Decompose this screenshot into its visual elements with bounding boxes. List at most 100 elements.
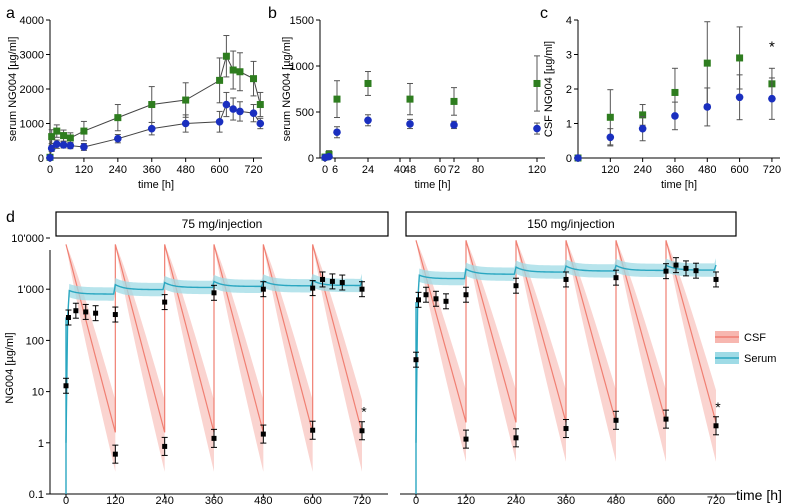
panel-d-sub0-serum-obs-point [162,299,168,305]
panel-d-sub0-xtick-label: 480 [254,495,272,504]
panel-b-series-0-point [333,95,341,103]
panel-d-sub0-serum-obs-point [211,290,217,296]
panel-a-series-0-point [53,127,61,135]
panel-d-sub0-csf-obs-point [112,451,118,457]
panel-d-sub0-title-box [55,211,389,237]
panel-d-sub0-xtick-label: 0 [63,495,69,504]
panel-b-series-1-point [333,128,341,137]
panel-a-series-1-point [66,141,75,150]
panel-d-sub0-csf-obs-point [211,435,217,441]
panel-d-sub1-serum-obs-point [673,262,679,268]
panel-label-b: b [268,5,277,22]
panel-d-sub1-xtick-label: 720 [707,495,725,504]
panel-b-xtick-label: 40 [394,164,406,176]
panel-a-series-1-point [229,105,237,113]
panel-b-series-1-point [325,152,333,161]
panel-d-sub0-serum-obs-point [329,278,335,284]
panel-d-sub0-serum-band [66,273,362,450]
panel-a-series-1-point [236,107,244,116]
panel-c-series-1-point [574,154,582,162]
panel-c-ytick-label: 2 [566,84,572,96]
panel-a-series-0-point [256,101,264,109]
panel-b-series-1-point [450,121,458,129]
panel-d-sub0-serum-obs-point [112,312,118,318]
panel-b-xlabel: time [h] [414,179,450,191]
panel-b-xtick-label: 60 [434,164,446,176]
panel-a-series-1-point [114,134,122,143]
panel-d-sub0-csf-obs-point [162,443,168,449]
panel-a-xlabel: time [h] [138,179,174,191]
panel-a-series-1-point [47,144,56,153]
panel-b-xtick-label: 6 [332,164,338,176]
panel-d-sub1-csf-obs-point [563,426,569,432]
panel-c-xtick-label: 720 [763,164,781,176]
panel-a-series-1-point [59,141,68,149]
panel-a-series-1-point [181,119,190,128]
panel-a-series-0-point [60,132,68,140]
panel-c-xtick-label: 360 [666,164,684,176]
panel-a-series-1-point [52,140,61,148]
panel-a-series-0-point [216,76,224,84]
panel-d-sub1-csf-obs-point [613,417,619,423]
panel-d-sub0-xtick-label: 120 [106,495,124,504]
panel-d-sub1-serum-obs-point [433,296,439,302]
panel-a-series-0-point [114,114,122,122]
panel-b-xtick-label: 80 [472,164,484,176]
panel-d-sub1-serum-obs-point [663,268,669,274]
panel-b-series-1-point [533,124,541,133]
panel-label-d: d [6,209,15,226]
panel-d-sub1-csf-obs-point [513,435,519,441]
panel-a-series-0-point [250,75,258,83]
panel-c-ytick-label: 4 [566,15,572,27]
panel-d-sub1-serum-obs-point [713,276,719,282]
panel-d-sub1-serum-obs-point [416,297,421,303]
panel-a-ytick-label: 2000 [20,84,44,96]
panel-a-ytick-label: 4000 [20,15,44,27]
panel-d-sub0-csf-obs-point [260,431,266,437]
panel-a-series-0-point [148,101,156,109]
panel-c-series-1-point [671,112,679,120]
panel-b-ylabel: serum NG004 [µg/ml] [281,37,293,142]
panel-b-series-0-point [450,97,458,105]
panel-d-sub1-serum-obs-point [423,292,429,298]
panel-c-ytick-label: 3 [566,50,572,62]
panel-d-sub1-csf-obs-point [713,423,719,429]
panel-d-sub0-xtick-label: 360 [205,495,223,504]
panel-b-series-0-point [533,79,541,87]
panel-d-sub0-title: 75 mg/injection [182,217,263,231]
panel-d-sub0-serum-obs-point [320,276,326,282]
panel-c-xtick-label: 480 [698,164,716,176]
panel-c-xtick-label: 240 [633,164,651,176]
panel-b-xtick-label: 48 [404,164,416,176]
panel-d-sub1-title-box [405,211,737,237]
panel-c-xlabel: time [h] [661,179,697,191]
panel-d-ytick-label: 100 [26,335,44,347]
panel-d-sub1-serum-obs-point [513,283,519,289]
panel-d-sub1-serum-obs-point [563,276,569,282]
panel-a-series-1-point [46,153,54,162]
panel-d-sub0-xtick-label: 240 [155,495,173,504]
panel-d-sub0-serum-obs-point [93,310,99,316]
panel-d-sub0-serum-obs-point [73,308,79,314]
panel-a-series-0-point [236,68,244,76]
panel-b-series-1-point [364,116,372,125]
panel-c-series-0-point [639,111,647,119]
panel-c-significance-star: * [769,39,775,56]
panel-d-sub0-serum-obs-point [65,315,71,321]
panel-b-xtick-label: 120 [528,164,546,176]
panel-b-ytick-label: 0 [308,153,314,165]
panel-c-series-1-point [703,103,712,111]
panel-d-sub1-serum-obs-point [683,265,689,271]
panel-d-sub1-xtick-label: 240 [507,495,525,504]
panel-label-a: a [6,5,15,22]
panel-b-series-0-point [406,95,414,103]
panel-d-ytick-label: 10'000 [11,233,44,245]
panel-d-sub1-xtick-label: 600 [657,495,675,504]
panel-d-sub1-serum-obs-point [413,357,419,363]
panel-a-ytick-label: 3000 [20,50,44,62]
panel-a-series-1-point [147,124,156,133]
panel-d-sub0-serum-obs-point [63,383,69,389]
panel-c-series-1-point [606,133,615,142]
